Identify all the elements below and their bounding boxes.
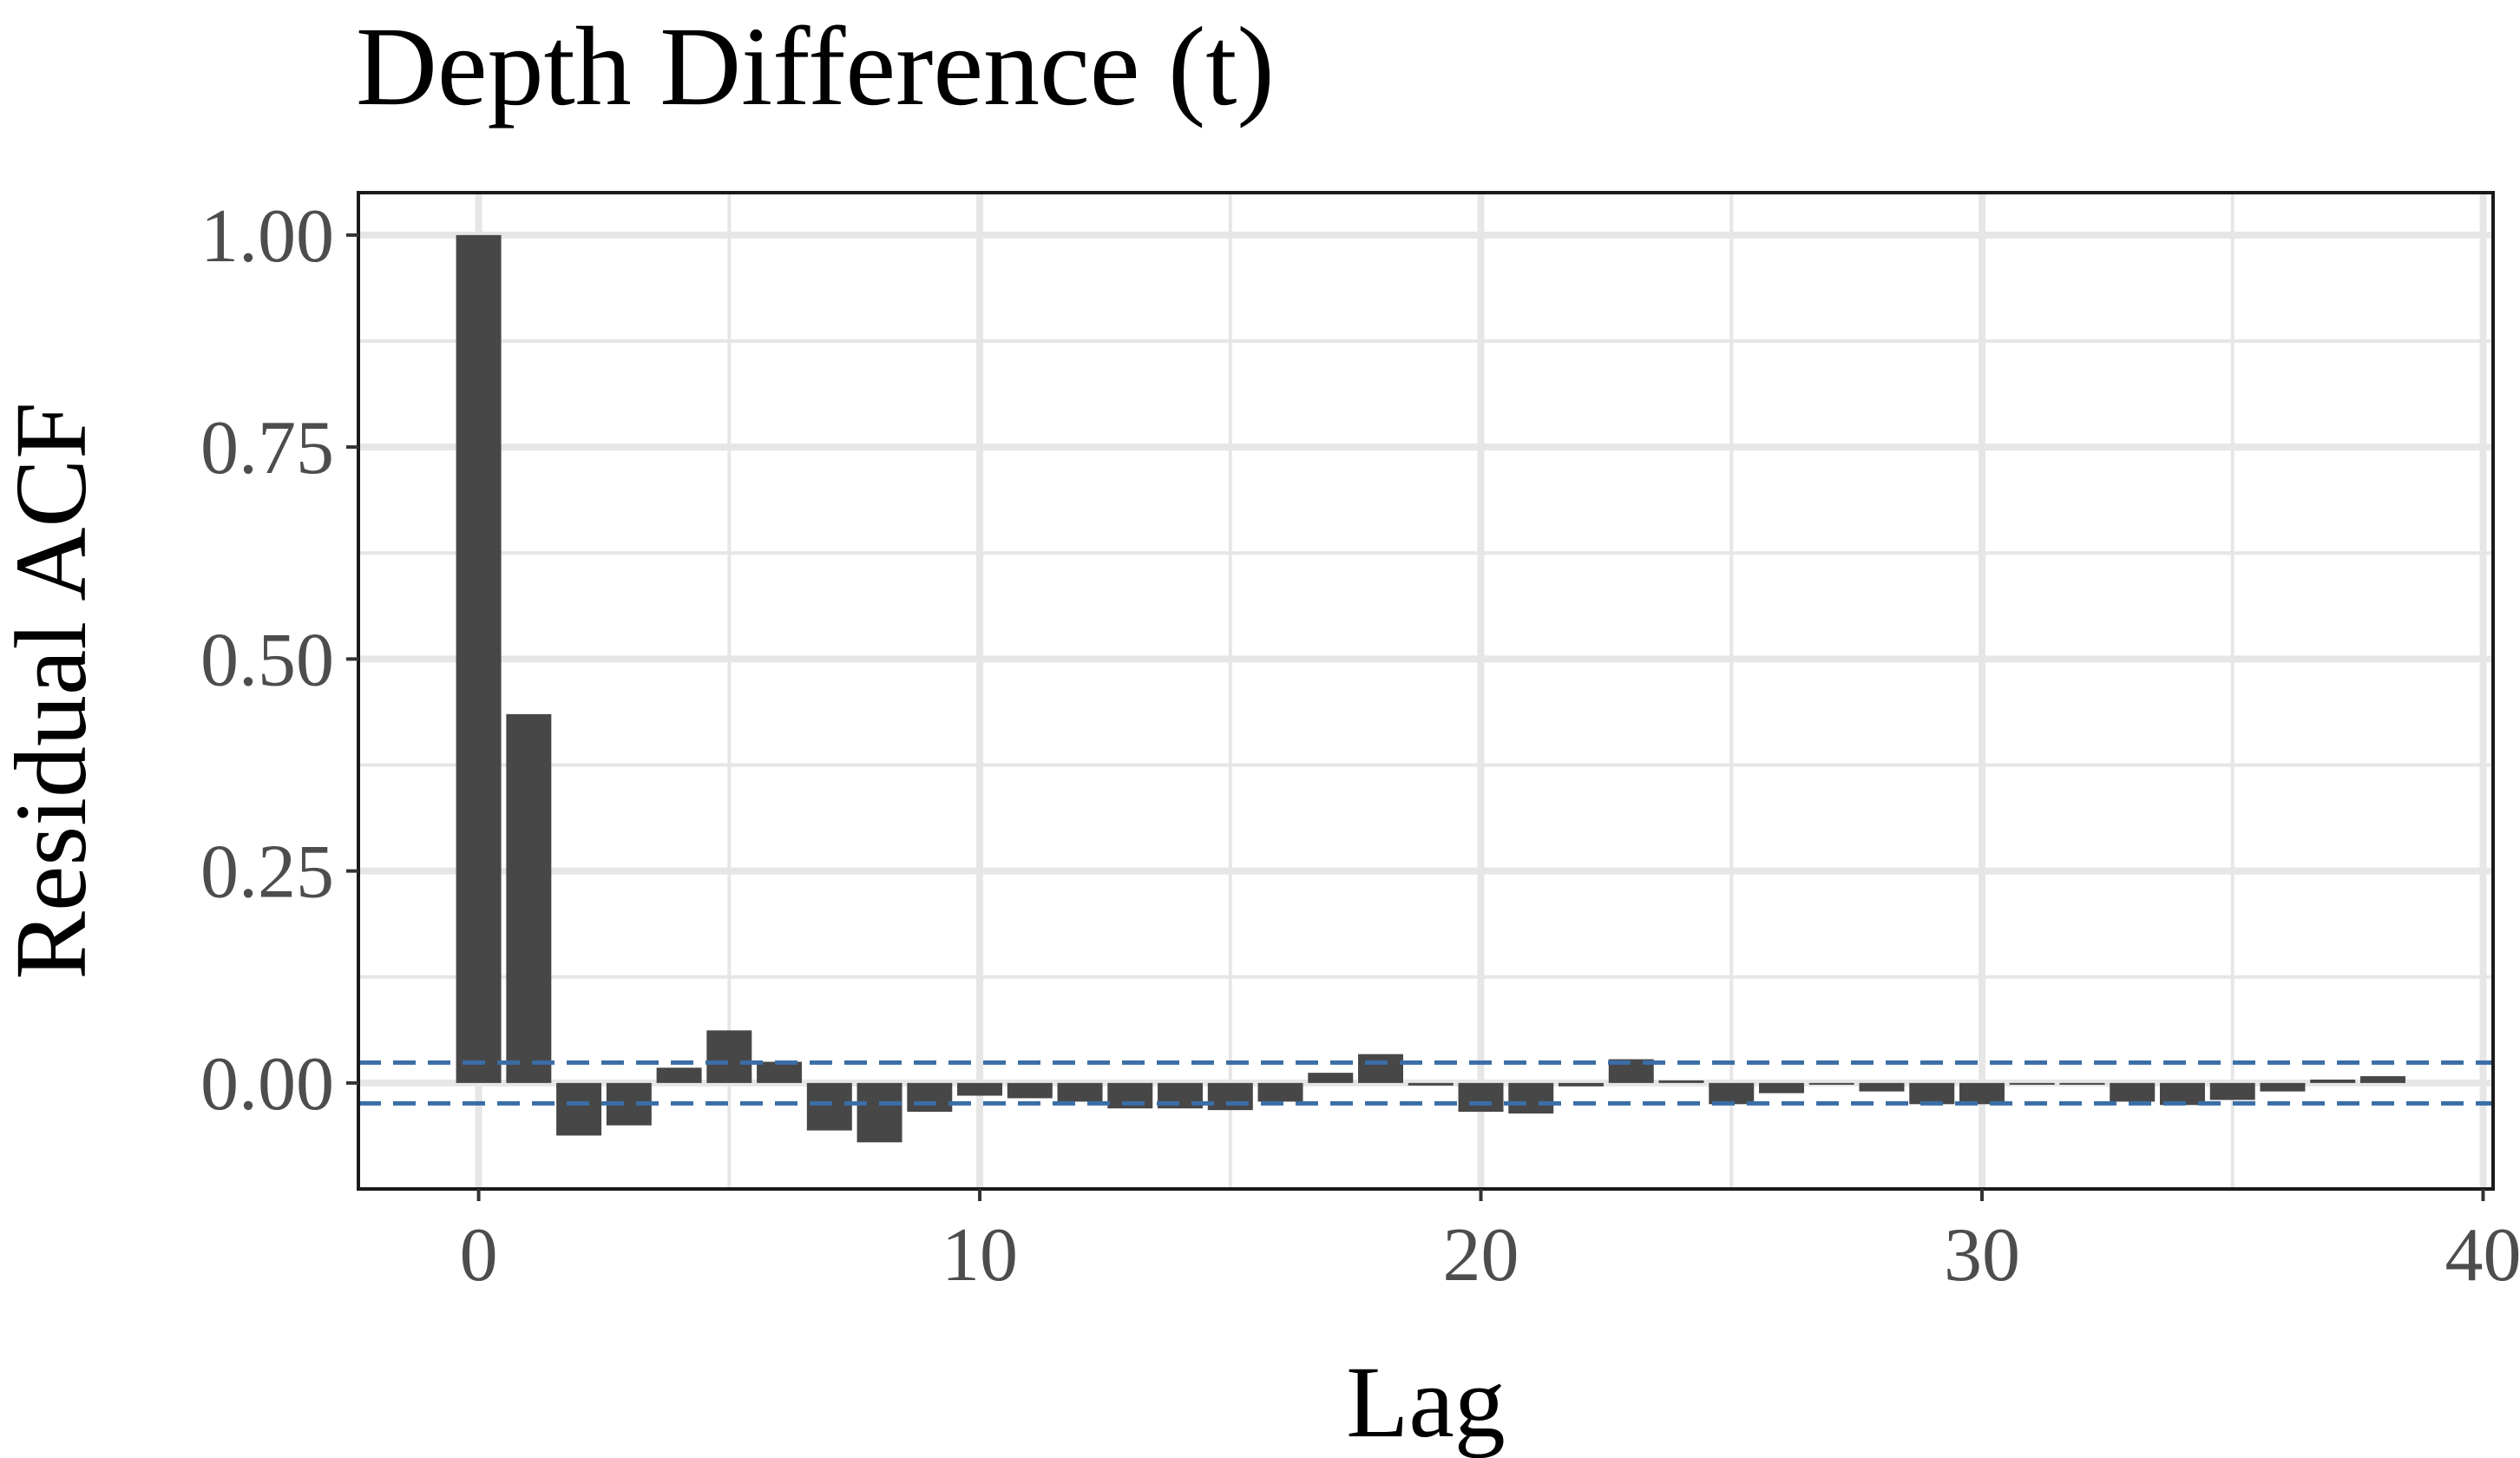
chart-title: Depth Difference (t) <box>356 4 1275 129</box>
y-axis-title: Residual ACF <box>0 402 108 979</box>
x-tick-label: 40 <box>2445 1213 2520 1297</box>
acf-bar <box>656 1067 702 1083</box>
grid-minor <box>358 193 2493 1189</box>
acf-bar <box>1559 1082 1604 1087</box>
x-axis-title: Lag <box>1346 1345 1505 1458</box>
acf-bar <box>806 1082 852 1131</box>
acf-bar <box>556 1082 602 1136</box>
acf-bar <box>456 234 502 1083</box>
acf-bar <box>2209 1082 2255 1100</box>
acf-bar <box>506 713 552 1083</box>
y-tick-label: 0.25 <box>200 831 334 915</box>
acf-bar <box>2359 1076 2405 1083</box>
y-tick-label: 0.75 <box>200 406 334 490</box>
acf-bar <box>1007 1082 1053 1099</box>
x-tick-label: 30 <box>1944 1213 2020 1297</box>
acf-bar <box>2260 1082 2306 1092</box>
x-axis: 0 10 20 30 40 <box>460 1189 2520 1297</box>
acf-bar <box>1207 1082 1253 1111</box>
acf-bar <box>2009 1082 2055 1085</box>
acf-bar <box>1859 1082 1905 1092</box>
y-axis: 0.00 0.25 0.50 0.75 1.00 <box>200 194 358 1126</box>
acf-bar <box>2310 1079 2356 1083</box>
confidence-bounds <box>358 1060 2493 1106</box>
acf-bar <box>1658 1080 1704 1083</box>
acf-bar <box>706 1030 752 1083</box>
x-tick-label: 20 <box>1443 1213 1519 1297</box>
acf-bar <box>2059 1082 2105 1085</box>
x-tick-label: 0 <box>460 1213 498 1297</box>
acf-bar <box>907 1082 953 1113</box>
plot-panel-border <box>357 191 2495 1191</box>
acf-bar <box>1959 1082 2005 1105</box>
acf-bar <box>2110 1082 2156 1102</box>
acf-bar <box>957 1082 1003 1096</box>
acf-bar <box>1909 1082 1955 1105</box>
acf-bar <box>856 1082 902 1143</box>
acf-bar <box>1408 1082 1454 1086</box>
acf-bar <box>1057 1082 1103 1102</box>
acf-bar <box>757 1061 803 1083</box>
acf-bar <box>1759 1082 1804 1094</box>
y-tick-label: 0.00 <box>200 1042 334 1126</box>
y-tick-label: 1.00 <box>200 194 334 279</box>
x-tick-label: 10 <box>942 1213 1018 1297</box>
y-tick-label: 0.50 <box>200 618 334 702</box>
acf-bar <box>1709 1082 1755 1105</box>
acf-bar <box>1308 1073 1354 1083</box>
acf-bar <box>1358 1054 1404 1083</box>
acf-bar <box>1808 1082 1854 1085</box>
acf-bar <box>1257 1082 1303 1102</box>
plot-panel <box>358 193 2493 1189</box>
acf-bar <box>1508 1082 1554 1114</box>
acf-bar <box>1458 1082 1504 1113</box>
acf-bars <box>456 234 2405 1143</box>
